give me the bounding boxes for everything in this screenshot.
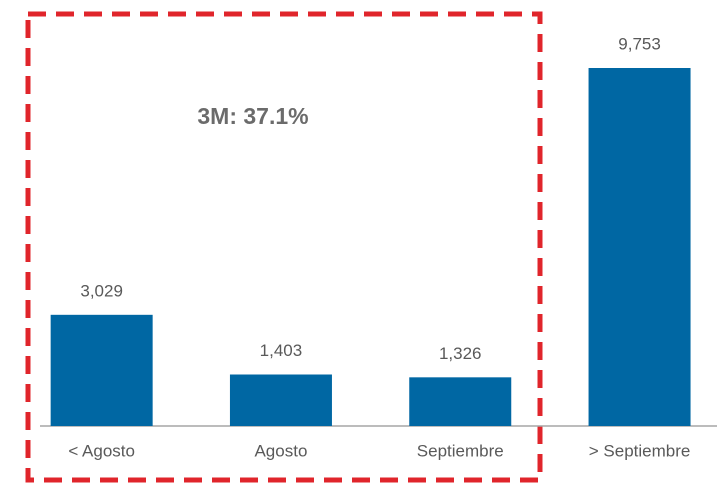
value-label: 1,403 [260,341,303,360]
bar [229,374,332,426]
value-label: 3,029 [80,281,123,300]
x-tick-label: > Septiembre [589,441,691,460]
bar [409,377,512,426]
highlight-box [25,11,543,483]
bar [588,68,691,426]
annotation: 3M: 37.1% [197,103,308,129]
x-tick-label: < Agosto [68,441,135,460]
x-tick-label: Septiembre [417,441,504,460]
value-label: 1,326 [439,344,482,363]
bar [50,314,153,426]
x-tick-label: Agosto [254,441,307,460]
value-label: 9,753 [618,34,661,53]
